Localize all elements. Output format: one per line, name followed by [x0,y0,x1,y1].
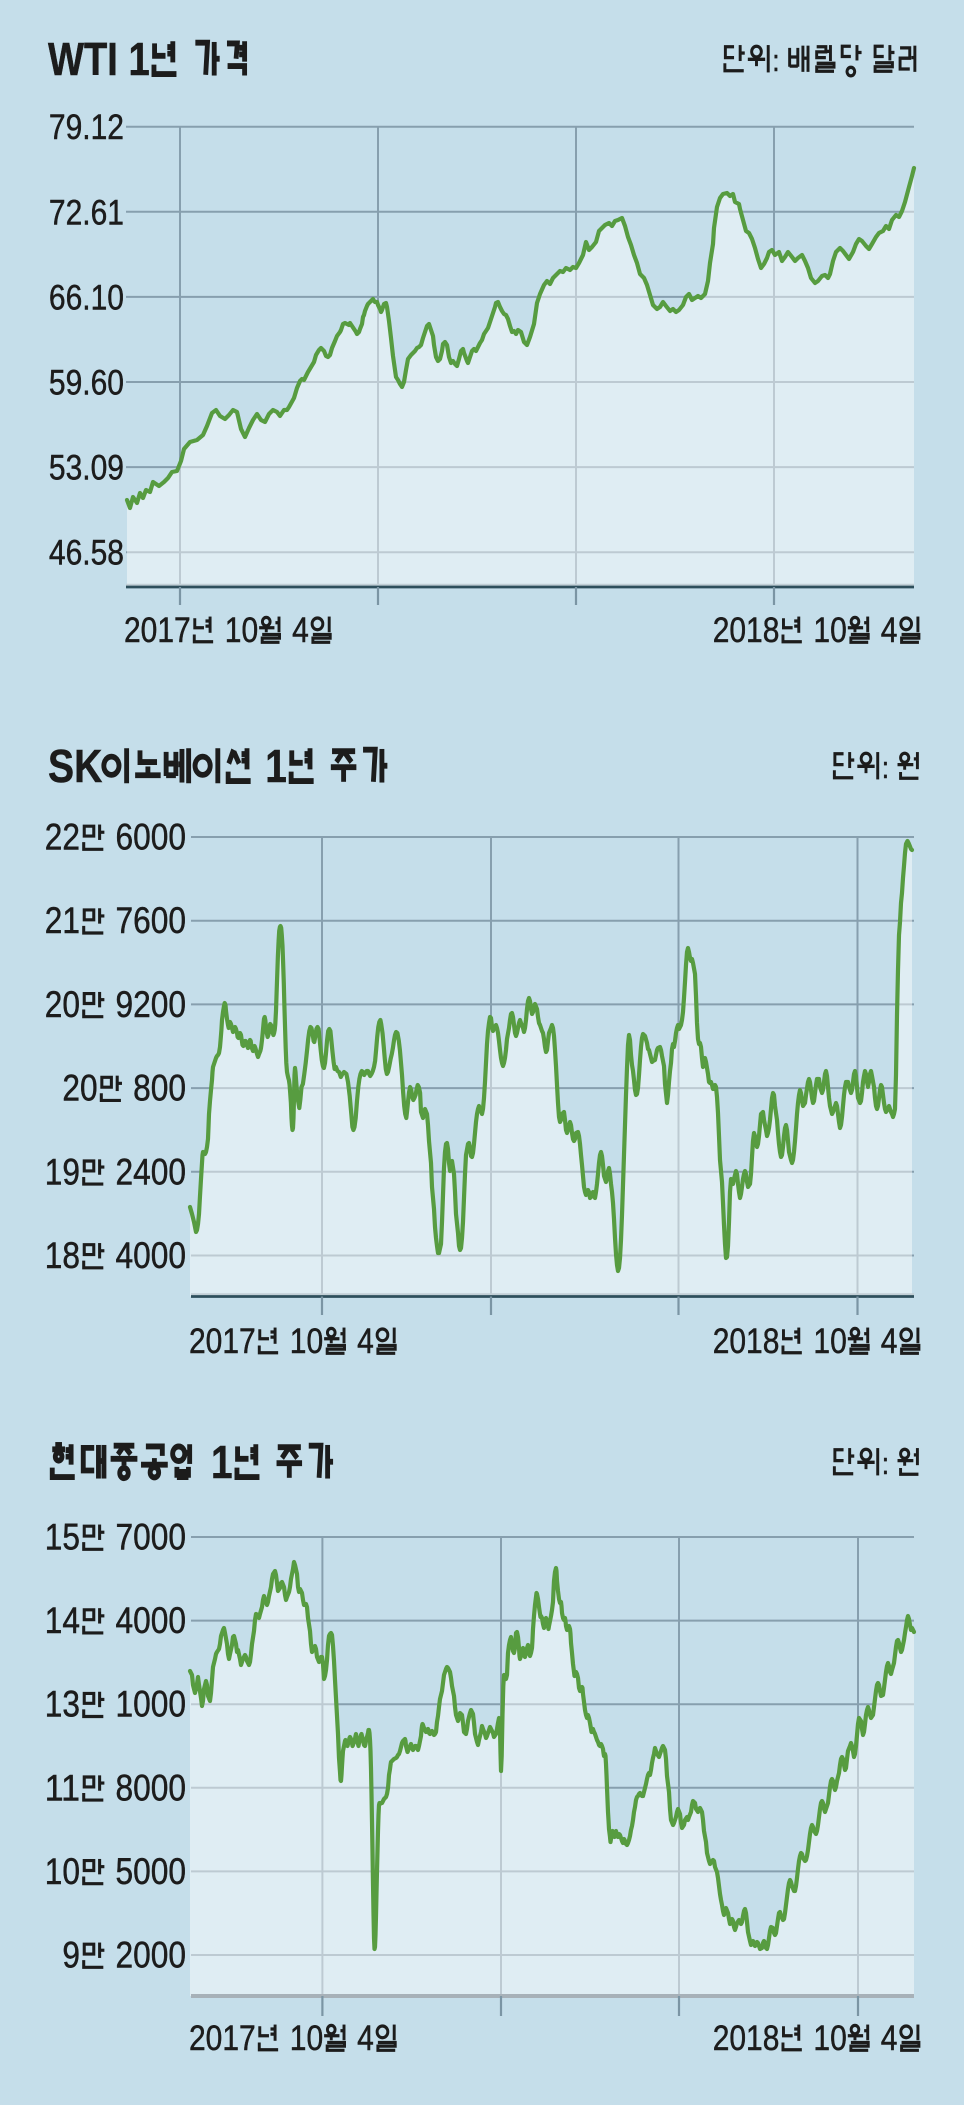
svg-text:18: 18 [45,1234,80,1276]
svg-text:11: 11 [45,1766,80,1808]
svg-text:4000: 4000 [116,1234,187,1276]
svg-text:10: 10 [290,2018,323,2058]
svg-text:20: 20 [45,983,80,1025]
svg-text:9200: 9200 [116,983,187,1025]
svg-text:2017: 2017 [189,1321,256,1361]
svg-text:2017: 2017 [189,2018,256,2058]
svg-text:10: 10 [813,610,846,650]
svg-text:13: 13 [45,1683,80,1725]
svg-text:2018: 2018 [713,610,780,650]
svg-text:10: 10 [45,1850,80,1892]
svg-text:4: 4 [357,1321,374,1361]
svg-text::: : [882,1446,889,1481]
svg-text:2018: 2018 [713,2018,780,2058]
svg-text:10: 10 [813,2018,846,2058]
svg-text:22: 22 [45,816,80,858]
svg-text:21: 21 [45,899,80,941]
svg-text:10: 10 [290,1321,323,1361]
svg-text:5000: 5000 [116,1850,187,1892]
svg-text:2017: 2017 [124,610,191,650]
svg-text::: : [772,43,779,78]
svg-text:4: 4 [357,2018,374,2058]
svg-text:4: 4 [881,2018,898,2058]
svg-text:WTI 1: WTI 1 [48,33,150,85]
svg-text:10: 10 [225,610,258,650]
svg-text:8000: 8000 [116,1766,187,1808]
svg-text:20: 20 [62,1067,97,1109]
svg-text:1: 1 [211,1436,233,1488]
svg-text:72.61: 72.61 [49,192,124,232]
svg-text:2018: 2018 [713,1321,780,1361]
svg-text:2400: 2400 [116,1150,187,1192]
svg-text:53.09: 53.09 [49,448,124,488]
svg-text:4: 4 [292,610,309,650]
svg-text:4: 4 [881,1321,898,1361]
svg-text:79.12: 79.12 [49,107,124,147]
svg-text:59.60: 59.60 [49,363,124,403]
svg-text:4: 4 [881,610,898,650]
svg-text:10: 10 [813,1321,846,1361]
svg-text:6000: 6000 [116,816,187,858]
svg-text:1: 1 [265,740,287,792]
svg-text:1000: 1000 [116,1683,187,1725]
svg-text:14: 14 [45,1599,80,1641]
svg-text:46.58: 46.58 [49,533,124,573]
svg-text:7600: 7600 [116,899,187,941]
svg-text::: : [882,750,889,785]
svg-text:19: 19 [45,1150,80,1192]
svg-text:2000: 2000 [116,1934,187,1976]
svg-text:15: 15 [45,1516,80,1558]
svg-text:4000: 4000 [116,1599,187,1641]
svg-text:7000: 7000 [116,1516,187,1558]
svg-text:SK: SK [48,740,102,792]
svg-text:66.10: 66.10 [49,277,124,317]
svg-text:800: 800 [133,1067,186,1109]
svg-text:9: 9 [62,1934,80,1976]
